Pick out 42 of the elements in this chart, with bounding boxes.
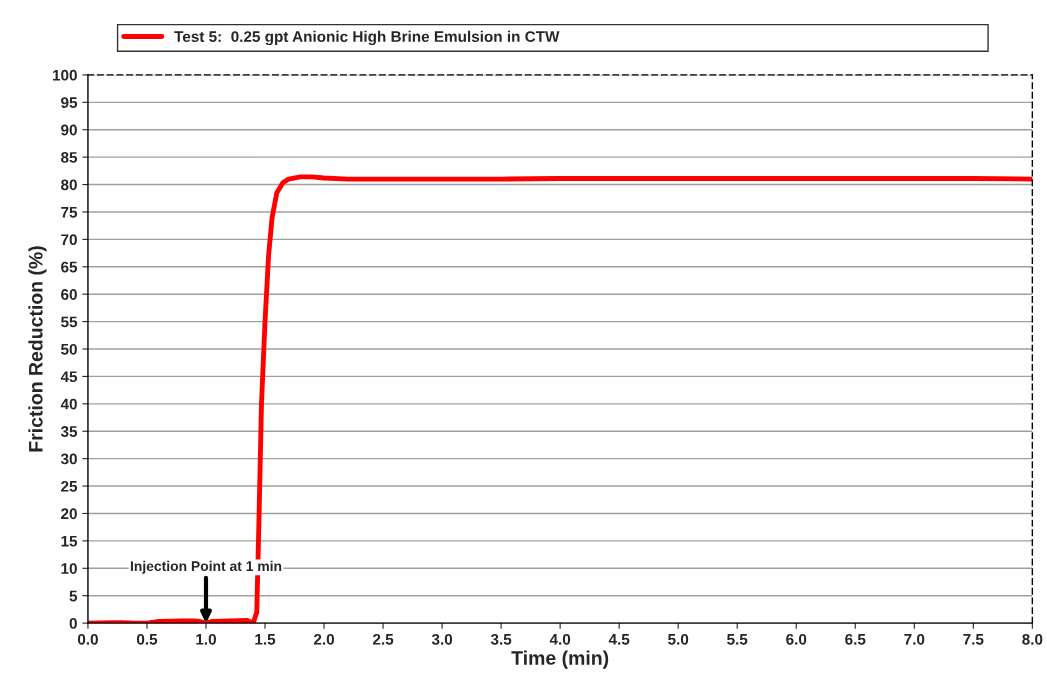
annotation: Injection Point at 1 min — [130, 560, 282, 574]
y-tick-label: 5 — [69, 590, 78, 602]
y-axis-title: Friction Reduction (%) — [28, 246, 47, 452]
x-tick-label: 5.0 — [668, 633, 689, 645]
y-tick-label: 25 — [61, 480, 78, 492]
x-tick-label: 6.5 — [845, 633, 866, 645]
y-tick-label: 50 — [61, 343, 77, 355]
y-tick-label: 85 — [61, 152, 78, 163]
x-tick-label: 6.0 — [786, 633, 807, 645]
x-tick-label: 4.0 — [549, 633, 571, 645]
y-tick-label: 40 — [60, 398, 77, 410]
x-tick-label: 1.0 — [196, 633, 216, 645]
x-axis-title: Time (min) — [511, 650, 609, 669]
x-tick-label: 1.5 — [255, 634, 276, 645]
y-tick-label: 70 — [61, 234, 77, 246]
y-tick-label: 80 — [61, 179, 77, 191]
x-tick-label: 3.0 — [431, 633, 453, 645]
y-tick-label: 30 — [60, 453, 77, 465]
x-tick-label: 8.0 — [1022, 633, 1043, 645]
x-tick-label: 7.5 — [963, 634, 984, 645]
x-tick-label: 7.0 — [904, 633, 925, 645]
x-tick-label: 4.5 — [608, 634, 630, 645]
x-tick-label: 2.5 — [372, 633, 394, 645]
y-tick-label: 35 — [60, 426, 78, 437]
y-tick-label: 55 — [61, 316, 78, 328]
x-tick-label: 3.5 — [490, 633, 512, 645]
legend-label: Test 5: 0.25 gpt Anionic High Brine Emulsion in CTW — [174, 30, 560, 46]
y-tick-label: 100 — [53, 69, 77, 81]
y-tick-label: 45 — [60, 371, 78, 383]
x-tick-label: 5.5 — [727, 634, 748, 645]
y-tick-label: 95 — [61, 97, 78, 109]
y-tick-label: 75 — [61, 206, 78, 218]
y-tick-label: 90 — [61, 124, 77, 136]
y-tick-label: 10 — [61, 563, 77, 574]
x-tick-label: 2.0 — [313, 633, 335, 645]
y-tick-label: 20 — [61, 508, 77, 520]
y-tick-label: 0 — [69, 617, 77, 629]
y-tick-label: 65 — [61, 261, 78, 273]
y-tick-label: 60 — [61, 289, 77, 300]
x-tick-label: 0.0 — [77, 633, 98, 645]
y-tick-label: 15 — [61, 535, 78, 547]
x-tick-label: 0.5 — [136, 633, 158, 645]
